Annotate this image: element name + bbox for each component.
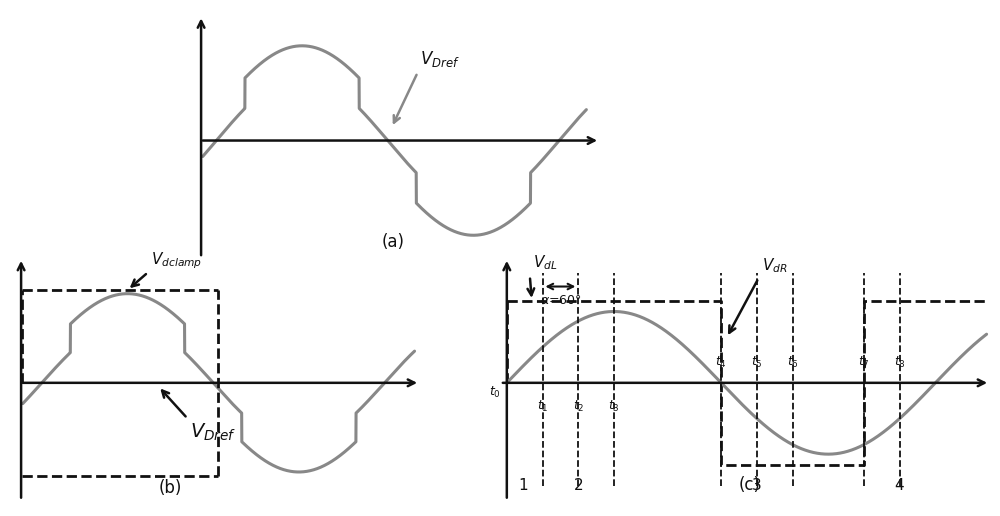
Text: $t_3$: $t_3$: [608, 398, 620, 414]
Text: $V_{dclamp}$: $V_{dclamp}$: [151, 250, 202, 271]
Text: $t_1$: $t_1$: [537, 398, 548, 414]
Text: $t_5$: $t_5$: [751, 355, 763, 370]
Text: 3: 3: [752, 478, 762, 493]
Text: (b): (b): [159, 479, 182, 497]
Text: $V_{Dref}$: $V_{Dref}$: [420, 49, 460, 69]
Text: (a): (a): [382, 233, 405, 251]
Text: 4: 4: [894, 478, 904, 493]
Text: 2: 2: [573, 478, 583, 493]
Text: $V_{dL}$: $V_{dL}$: [533, 253, 557, 272]
Text: $t_0$: $t_0$: [489, 384, 501, 400]
Text: $t_8$: $t_8$: [894, 355, 906, 370]
Text: $t_6$: $t_6$: [787, 355, 799, 370]
Text: (c): (c): [739, 476, 761, 494]
Text: $V_{dR}$: $V_{dR}$: [762, 256, 788, 275]
Text: $t_7$: $t_7$: [858, 355, 870, 370]
Text: 1: 1: [518, 478, 528, 493]
Text: $V_{Dref}$: $V_{Dref}$: [190, 422, 237, 443]
Text: $\alpha$=60°: $\alpha$=60°: [540, 294, 581, 307]
Text: $t_2$: $t_2$: [573, 398, 584, 414]
Text: $t_4$: $t_4$: [715, 355, 727, 370]
